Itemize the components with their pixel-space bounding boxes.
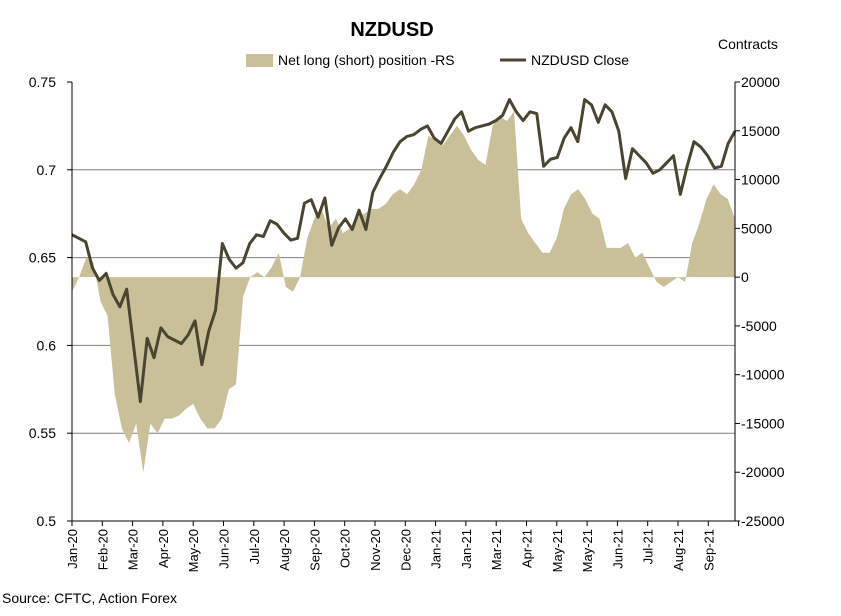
right-axis-tick-label: -25000: [741, 513, 785, 529]
x-axis-tick-label: Aug-21: [671, 529, 686, 571]
x-axis-tick-label: Jan-21: [459, 529, 474, 569]
x-axis-tick-label: Mar-21: [489, 529, 504, 570]
right-axis-tick-label: -20000: [741, 464, 785, 480]
left-axis-tick-label: 0.65: [29, 250, 56, 266]
source-note: Source: CFTC, Action Forex: [2, 590, 178, 606]
legend-label-line: NZDUSD Close: [531, 52, 629, 68]
x-axis-tick-label: Sep-20: [307, 529, 322, 571]
x-axis-tick-label: Apr-21: [520, 529, 535, 568]
x-axis-tick-label: May-21: [580, 529, 595, 572]
x-axis-tick-label: May-21: [550, 529, 565, 572]
left-axis-tick-label: 0.75: [29, 74, 56, 90]
x-axis-tick-label: Apr-20: [156, 529, 171, 568]
right-axis-label: Contracts: [718, 36, 778, 52]
x-axis-tick-label: Aug-20: [277, 529, 292, 571]
right-axis-tick-label: -10000: [741, 367, 785, 383]
x-axis-tick-label: Jan-20: [65, 529, 80, 569]
series-line-nzdusd-close: [71, 98, 737, 404]
x-axis-tick-label: Jun-21: [610, 529, 625, 569]
series-area-net-position: [72, 111, 735, 473]
x-axis-tick-label: Jul-21: [641, 529, 656, 564]
right-axis-tick-label: 5000: [741, 220, 772, 236]
right-axis-tick-label: 10000: [741, 172, 780, 188]
x-axis-tick-label: May-20: [186, 529, 201, 572]
chart-title: NZDUSD: [350, 19, 433, 41]
right-axis-tick-label: 0: [741, 269, 749, 285]
right-axis-tick-label: 20000: [741, 74, 780, 90]
left-axis-tick-label: 0.6: [37, 337, 57, 353]
left-axis-tick-label: 0.55: [29, 425, 56, 441]
x-axis-tick-label: Jan-21: [429, 529, 444, 569]
x-axis-tick-label: Feb-20: [95, 529, 110, 570]
x-axis-tick-label: Mar-20: [126, 529, 141, 570]
right-axis-tick-label: -5000: [741, 318, 777, 334]
right-axis-tick-label: 15000: [741, 123, 780, 139]
x-axis-tick-label: Jul-20: [247, 529, 262, 564]
x-axis-tick-label: Dec-20: [398, 529, 413, 571]
legend-swatch-area: [246, 54, 273, 67]
x-axis-tick-label: Oct-20: [338, 529, 353, 568]
x-axis-tick-label: Nov-20: [368, 529, 383, 571]
legend-label-area: Net long (short) position -RS: [278, 52, 455, 68]
left-axis-tick-label: 0.7: [37, 162, 57, 178]
right-axis-tick-label: -15000: [741, 415, 785, 431]
x-axis-tick-label: Jun-20: [217, 529, 232, 569]
x-axis-tick-label: Sep-21: [701, 529, 716, 571]
left-axis-tick-label: 0.5: [37, 513, 57, 529]
